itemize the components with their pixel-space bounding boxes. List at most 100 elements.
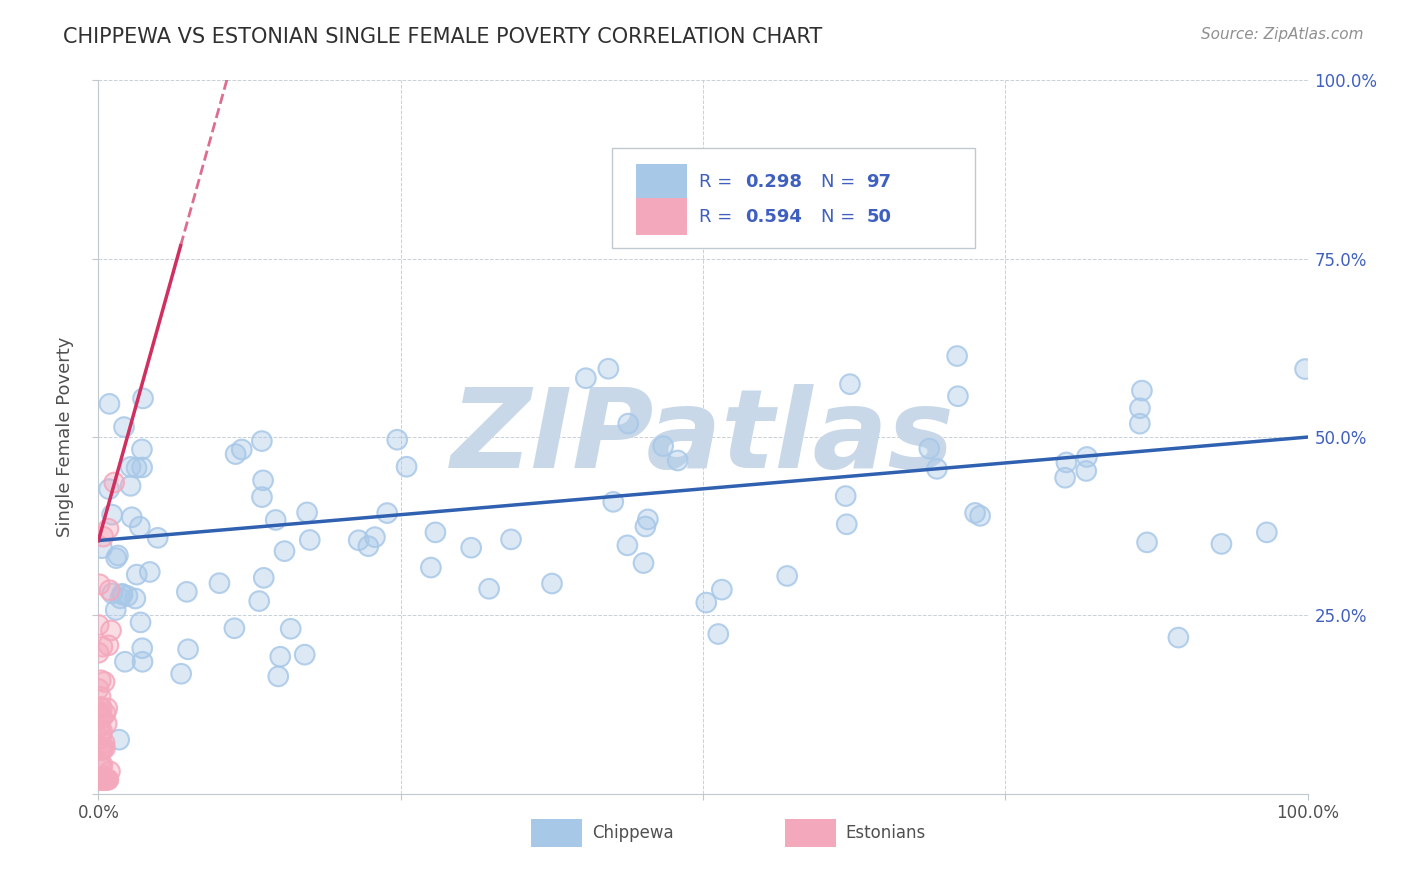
- Point: [91, 640, 114, 654]
- FancyBboxPatch shape: [637, 164, 688, 201]
- Point: [834, 489, 856, 503]
- Point: [177, 642, 200, 657]
- Point: [93, 769, 115, 783]
- Point: [460, 541, 482, 555]
- Point: [125, 460, 148, 475]
- Point: [598, 361, 620, 376]
- Point: [104, 603, 127, 617]
- Point: [93, 769, 115, 783]
- Point: [1294, 362, 1316, 376]
- Point: [652, 439, 675, 453]
- Point: [90, 772, 112, 787]
- Point: [96, 772, 118, 787]
- Point: [103, 475, 125, 490]
- Point: [1167, 631, 1189, 645]
- Point: [250, 490, 273, 504]
- Point: [347, 533, 370, 548]
- Point: [91, 757, 114, 772]
- Point: [1294, 362, 1316, 376]
- Point: [1054, 455, 1077, 469]
- Point: [1076, 464, 1098, 478]
- Point: [90, 728, 112, 742]
- Point: [90, 673, 112, 688]
- Point: [87, 681, 110, 696]
- Point: [499, 533, 522, 547]
- Point: [1211, 537, 1233, 551]
- Point: [93, 772, 115, 787]
- Point: [146, 531, 169, 545]
- Point: [89, 705, 111, 719]
- Point: [131, 460, 153, 475]
- Point: [120, 459, 142, 474]
- Point: [112, 420, 135, 434]
- Point: [170, 666, 193, 681]
- FancyBboxPatch shape: [785, 819, 837, 847]
- Point: [121, 510, 143, 524]
- Point: [90, 772, 112, 787]
- Point: [598, 361, 620, 376]
- Point: [87, 646, 110, 660]
- Point: [357, 539, 380, 553]
- Point: [347, 533, 370, 548]
- Point: [89, 705, 111, 719]
- Point: [98, 764, 121, 779]
- Point: [90, 772, 112, 787]
- FancyBboxPatch shape: [637, 198, 688, 235]
- Point: [132, 392, 155, 406]
- Y-axis label: Single Female Poverty: Single Female Poverty: [56, 337, 75, 537]
- Point: [96, 772, 118, 787]
- Point: [253, 571, 276, 585]
- Text: Source: ZipAtlas.com: Source: ZipAtlas.com: [1201, 27, 1364, 42]
- Point: [93, 675, 115, 690]
- Point: [946, 389, 969, 403]
- Point: [1076, 450, 1098, 464]
- Point: [93, 772, 115, 787]
- Point: [89, 699, 111, 714]
- Point: [633, 556, 655, 570]
- Point: [87, 772, 110, 787]
- Point: [616, 538, 638, 552]
- Point: [121, 510, 143, 524]
- Point: [128, 520, 150, 534]
- Point: [98, 482, 121, 496]
- Point: [298, 533, 321, 547]
- Point: [460, 541, 482, 555]
- Point: [946, 389, 969, 403]
- Point: [120, 479, 142, 493]
- Point: [90, 743, 112, 757]
- Point: [93, 772, 115, 787]
- Point: [96, 772, 118, 787]
- Point: [710, 582, 733, 597]
- Point: [129, 615, 152, 630]
- Point: [96, 716, 118, 731]
- Point: [90, 772, 112, 787]
- Point: [695, 596, 717, 610]
- Point: [98, 764, 121, 779]
- Point: [208, 576, 231, 591]
- Text: N =: N =: [821, 173, 862, 191]
- Point: [946, 349, 969, 363]
- Point: [90, 728, 112, 742]
- Point: [125, 460, 148, 475]
- Point: [231, 442, 253, 457]
- Point: [98, 397, 121, 411]
- Point: [98, 397, 121, 411]
- Point: [395, 459, 418, 474]
- Point: [89, 772, 111, 787]
- Point: [94, 706, 117, 721]
- Point: [91, 743, 114, 757]
- Point: [250, 434, 273, 448]
- Text: 0.298: 0.298: [745, 173, 803, 191]
- Point: [97, 638, 120, 652]
- Point: [103, 475, 125, 490]
- Point: [125, 567, 148, 582]
- Point: [97, 638, 120, 652]
- Point: [637, 512, 659, 526]
- Point: [425, 525, 447, 540]
- Point: [294, 648, 316, 662]
- Point: [294, 648, 316, 662]
- Point: [117, 589, 139, 603]
- Point: [101, 586, 124, 600]
- Point: [131, 442, 153, 457]
- Point: [131, 442, 153, 457]
